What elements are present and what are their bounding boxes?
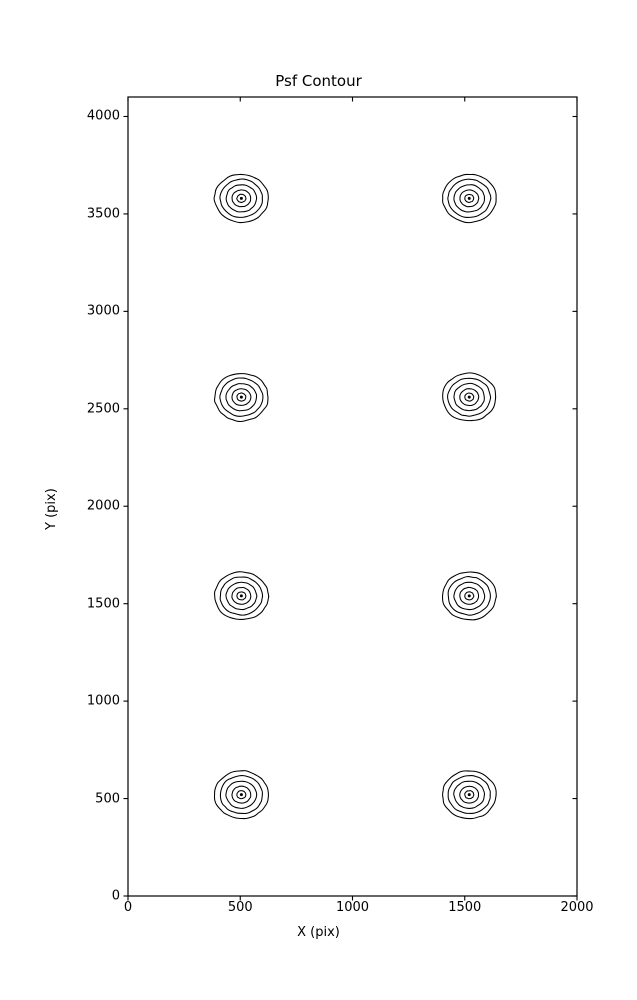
contour-ring bbox=[213, 770, 270, 820]
contour-ring bbox=[459, 189, 480, 208]
contour-ring bbox=[453, 780, 486, 809]
contour-ring bbox=[236, 591, 247, 601]
contour-ring bbox=[236, 392, 247, 402]
y-tick-label: 4000 bbox=[86, 108, 120, 124]
contour-ring bbox=[447, 178, 492, 218]
contour-ring bbox=[214, 571, 270, 620]
contour-ring bbox=[442, 770, 497, 820]
y-tick-label: 0 bbox=[111, 888, 120, 904]
y-tick-label: 2000 bbox=[86, 498, 120, 514]
contour-ring bbox=[453, 581, 486, 611]
contour-ring bbox=[453, 184, 485, 213]
psf-center-dot bbox=[467, 395, 471, 399]
x-tick-label: 0 bbox=[123, 900, 133, 915]
contour-ring bbox=[225, 581, 258, 611]
contour-ring bbox=[225, 780, 258, 809]
contour-ring bbox=[219, 576, 264, 616]
psf-contour-group bbox=[442, 770, 497, 820]
contour-ring bbox=[219, 178, 263, 218]
contour-ring bbox=[464, 193, 475, 204]
contour-ring bbox=[459, 785, 480, 804]
psf-center-dot bbox=[467, 594, 471, 598]
y-tick-label: 2500 bbox=[86, 401, 120, 417]
contour-ring bbox=[447, 576, 491, 616]
x-tick-label: 500 bbox=[227, 900, 253, 915]
contour-ring bbox=[231, 586, 252, 605]
y-tick-label: 3500 bbox=[86, 206, 120, 222]
psf-contour-group bbox=[213, 173, 269, 224]
contour-ring bbox=[231, 189, 252, 208]
y-tick-label: 3000 bbox=[86, 303, 120, 319]
contour-ring bbox=[213, 173, 269, 224]
contour-ring bbox=[231, 785, 252, 804]
psf-center-dot bbox=[467, 793, 471, 797]
psf-contour-group bbox=[213, 770, 270, 820]
contour-ring bbox=[453, 382, 485, 412]
psf-center-dot bbox=[239, 395, 243, 399]
contour-ring bbox=[225, 383, 258, 412]
page-title: Psf Contour bbox=[275, 72, 362, 90]
y-tick-label: 500 bbox=[95, 791, 120, 807]
psf-contour-group bbox=[214, 571, 270, 620]
contour-ring bbox=[225, 184, 258, 213]
y-axis-label: Y (pix) bbox=[44, 488, 59, 530]
contour-ring bbox=[214, 373, 269, 423]
contour-ring bbox=[459, 388, 480, 407]
psf-center-dot bbox=[239, 594, 243, 598]
contour-ring bbox=[442, 173, 497, 224]
psf-contour-group bbox=[442, 173, 497, 224]
x-tick-label: 1500 bbox=[448, 900, 482, 915]
contour-ring bbox=[464, 591, 475, 601]
psf-contour-group bbox=[441, 571, 498, 621]
psf-center-dot bbox=[467, 196, 471, 200]
y-tick-label: 1500 bbox=[86, 596, 120, 612]
psf-center-dot bbox=[239, 793, 243, 797]
contour-ring bbox=[464, 790, 475, 800]
contour-ring bbox=[236, 790, 247, 800]
x-tick-label: 2000 bbox=[560, 900, 594, 915]
contour-ring bbox=[219, 775, 263, 815]
contour-ring bbox=[447, 775, 491, 814]
contour-ring bbox=[231, 388, 252, 406]
contour-ring bbox=[442, 372, 497, 422]
x-tick-label: 1000 bbox=[335, 900, 370, 915]
contour-ring bbox=[447, 377, 492, 417]
contour-ring bbox=[459, 586, 480, 605]
contour-ring bbox=[236, 193, 247, 203]
psf-center-dot bbox=[239, 196, 243, 200]
axes-frame bbox=[127, 96, 578, 897]
contour-ring bbox=[464, 392, 475, 402]
x-axis-label: X (pix) bbox=[297, 925, 340, 940]
psf-contour-group bbox=[214, 373, 269, 423]
y-tick-label: 1000 bbox=[86, 693, 120, 709]
contour-ring bbox=[219, 377, 264, 417]
contour-ring bbox=[441, 571, 498, 621]
psf-contour-group bbox=[442, 372, 497, 422]
